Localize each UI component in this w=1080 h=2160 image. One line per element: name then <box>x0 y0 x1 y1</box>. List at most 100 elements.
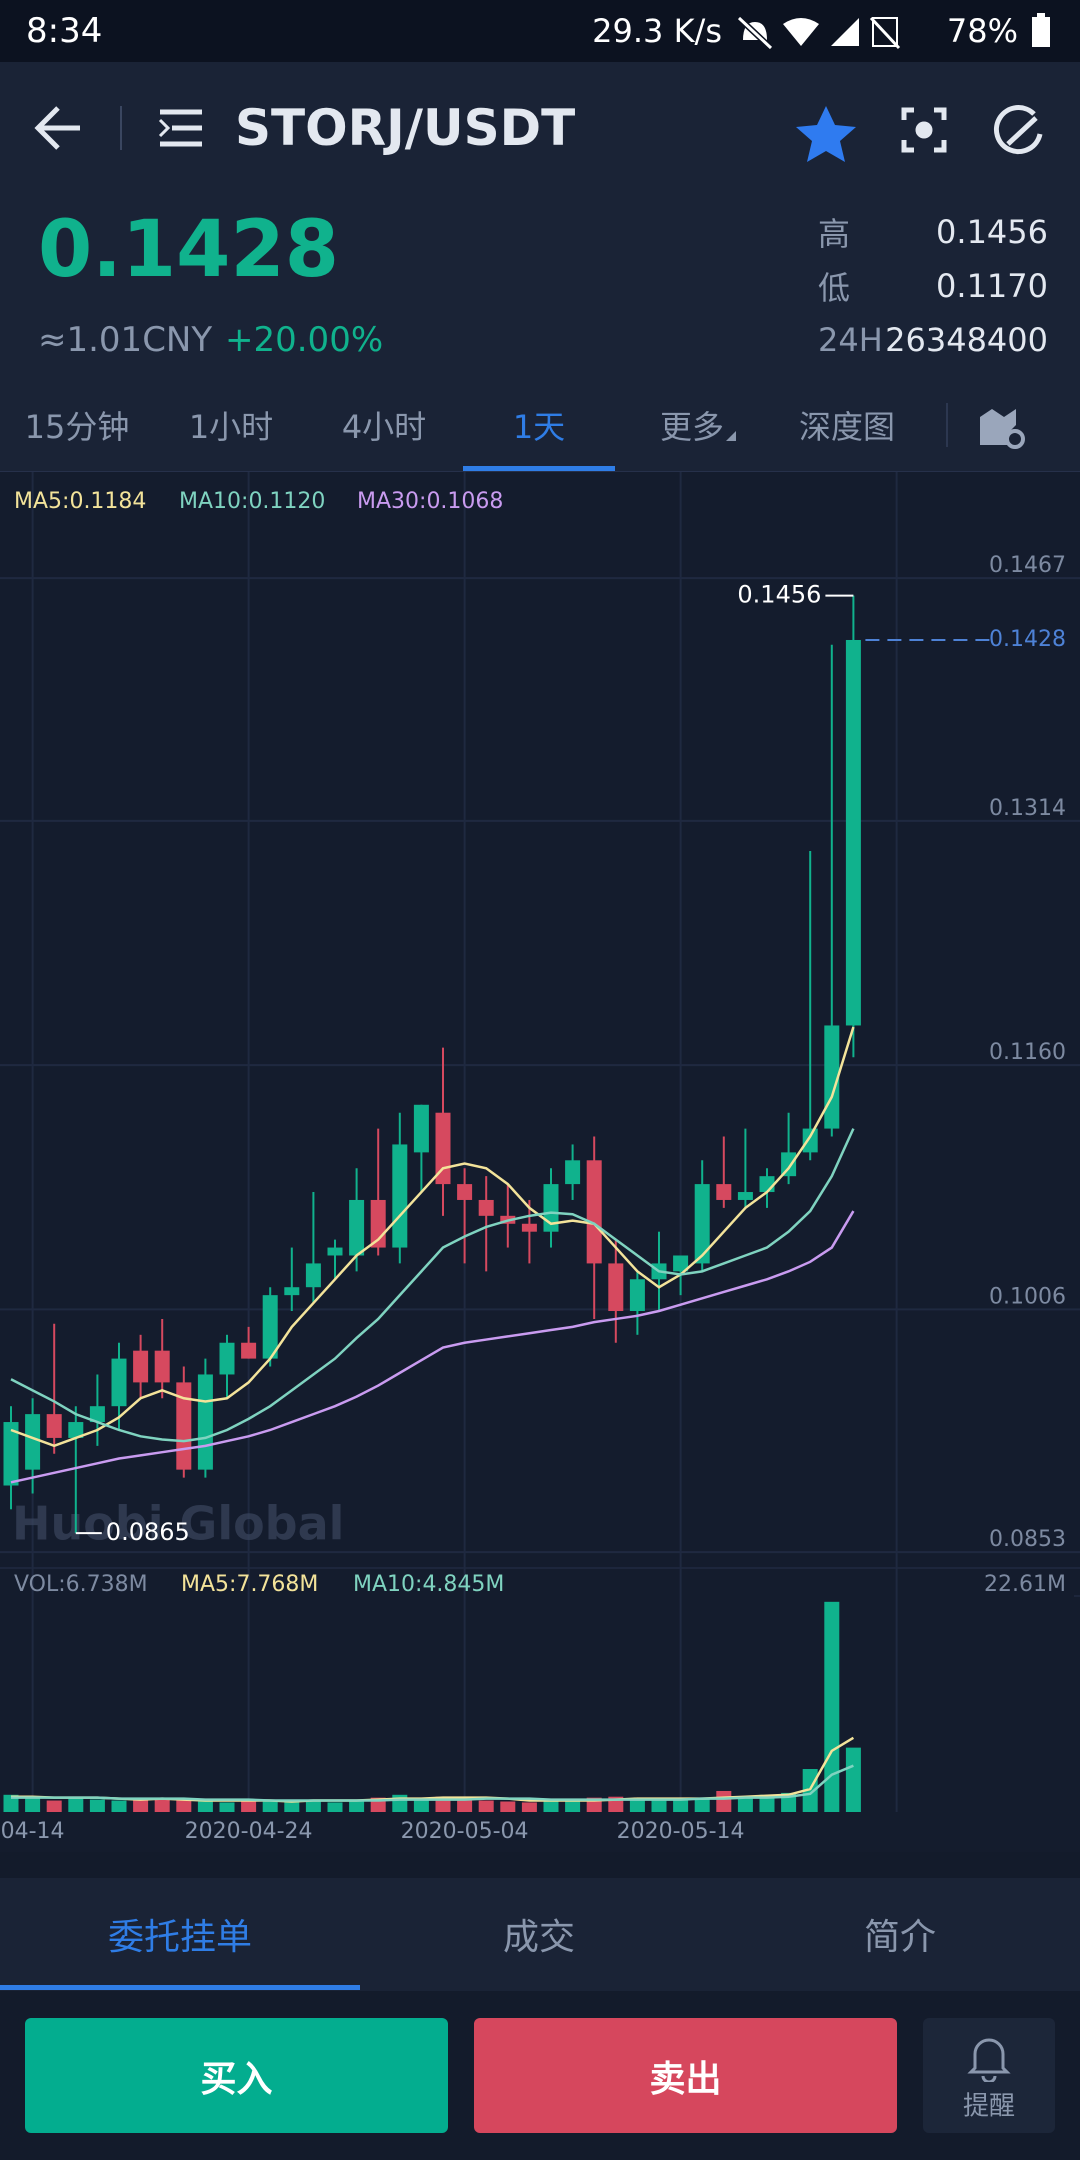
volume-bar <box>629 1798 645 1812</box>
scan-button[interactable] <box>901 107 947 153</box>
action-bar: 买入 卖出 提醒 <box>0 1991 1080 2160</box>
candle-body <box>586 1160 602 1264</box>
volume-label: VOL:6.738M <box>14 1572 148 1597</box>
tab-active[interactable]: 1天 <box>512 408 566 446</box>
candle-body <box>413 1104 429 1153</box>
candle-body <box>759 1176 775 1193</box>
y-tick-label: 0.0853 <box>989 1527 1066 1552</box>
legend-entry: MA5:7.768M <box>181 1572 318 1597</box>
favorite-button[interactable] <box>796 106 856 162</box>
volume-bar <box>46 1800 62 1812</box>
divider <box>946 403 948 447</box>
timeframe-tabs: 15分钟 1小时 4小时 1天 更多 深度图 <box>0 385 1080 472</box>
ma-line <box>10 1128 855 1443</box>
volume-bar <box>327 1802 343 1812</box>
x-tick-label: 2020-05-14 <box>617 1819 745 1844</box>
volume-bar <box>716 1790 732 1812</box>
stat-value: 0.1456 <box>936 213 1048 251</box>
candle-body <box>521 1223 537 1232</box>
candle-body <box>327 1247 343 1256</box>
legend-entry: MA10:0.1120 <box>179 489 325 514</box>
stat-label: 24H <box>818 321 883 359</box>
change-percent: +20.00% <box>225 320 384 360</box>
volume-bar <box>3 1794 19 1812</box>
volume-bar <box>565 1799 581 1812</box>
volume-bar <box>305 1800 321 1812</box>
candle-body <box>46 1414 62 1438</box>
candle-body <box>89 1406 105 1423</box>
volume-bar <box>219 1802 235 1812</box>
cny-price: ≈1.01CNY <box>38 320 213 360</box>
candle-body <box>133 1350 149 1383</box>
volume-bar <box>673 1799 689 1812</box>
high-label: 0.1456 <box>737 581 821 609</box>
volume-bar <box>349 1799 365 1812</box>
tab[interactable]: 15分钟 <box>24 408 130 446</box>
volume-bar <box>241 1800 257 1812</box>
buy-button[interactable]: 买入 <box>25 2018 448 2133</box>
x-tick-label: 2020-05-04 <box>401 1819 529 1844</box>
candle-body <box>781 1152 797 1177</box>
candle-body <box>25 1414 41 1470</box>
candle-body <box>608 1263 624 1312</box>
menu-button[interactable] <box>158 109 202 147</box>
volume-bar <box>694 1797 710 1812</box>
header: STORJ/USDT <box>0 62 1080 195</box>
clock: 8:34 <box>26 11 103 51</box>
tab[interactable]: 深度图 <box>798 408 896 446</box>
y-tick-label: 0.1006 <box>989 1284 1066 1309</box>
candle-body <box>737 1192 753 1200</box>
volume-bar <box>133 1798 149 1812</box>
ma-line <box>10 1210 855 1484</box>
status-icons <box>736 15 901 50</box>
candle-body <box>111 1358 127 1407</box>
tab-underline <box>463 466 615 471</box>
volume-bar <box>500 1801 516 1812</box>
spacer <box>0 1852 1080 1878</box>
volume-bar <box>457 1799 473 1812</box>
tab[interactable]: 成交 <box>502 1917 576 1958</box>
net-speed: 29.3 K/s <box>592 12 722 50</box>
volume-bar <box>521 1802 537 1812</box>
candle-body <box>219 1342 235 1375</box>
back-button[interactable] <box>34 106 80 150</box>
volume-bar <box>111 1800 127 1812</box>
tab[interactable]: 1小时 <box>188 408 274 446</box>
dropdown-icon <box>726 431 736 441</box>
tab-underline <box>0 1985 360 1990</box>
candle-body <box>478 1199 494 1216</box>
price-info: 0.1428 ≈1.01CNY +20.00% 高 0.1456 低 0.117… <box>0 195 1080 385</box>
candle-body <box>262 1295 278 1359</box>
kline-chart: 04-14 2020-04-24 2020-05-04 2020-05-14 0.085… <box>0 472 1080 1878</box>
volume-bar <box>25 1797 41 1812</box>
sell-button[interactable]: 卖出 <box>474 2018 897 2133</box>
legend-entry: MA30:0.1068 <box>357 489 503 514</box>
alert-button[interactable]: 提醒 <box>923 2018 1055 2133</box>
tab[interactable]: 4小时 <box>341 408 427 446</box>
header-icons <box>34 105 1043 162</box>
chart-settings[interactable] <box>978 403 1028 449</box>
candle-body <box>349 1199 365 1256</box>
status-bar: 8:34 29.3 K/s 78% <box>0 0 1080 62</box>
price-panel <box>0 472 1080 1568</box>
volume-bar <box>197 1801 213 1812</box>
last-price-label: 0.1428 <box>989 627 1066 652</box>
volume-bar <box>284 1799 300 1812</box>
stat-label: 低 <box>818 269 851 307</box>
low-label: 0.0865 <box>106 1518 190 1546</box>
volume-bar <box>737 1796 753 1812</box>
ma-line <box>10 1026 855 1448</box>
tab[interactable]: 简介 <box>863 1917 937 1958</box>
volume-bar <box>68 1796 84 1812</box>
x-tick-label: 04-14 <box>1 1819 65 1844</box>
battery-icon <box>1032 13 1050 47</box>
volume-bar <box>845 1747 861 1812</box>
alert-label: 提醒 <box>962 2091 1016 2122</box>
candle-body <box>716 1184 732 1200</box>
refresh-button[interactable] <box>993 105 1043 155</box>
volume-bar <box>262 1801 278 1812</box>
y-tick-label: 22.61M <box>984 1572 1066 1597</box>
tab[interactable]: 更多 <box>659 408 725 446</box>
tab-active[interactable]: 委托挂单 <box>107 1917 253 1958</box>
